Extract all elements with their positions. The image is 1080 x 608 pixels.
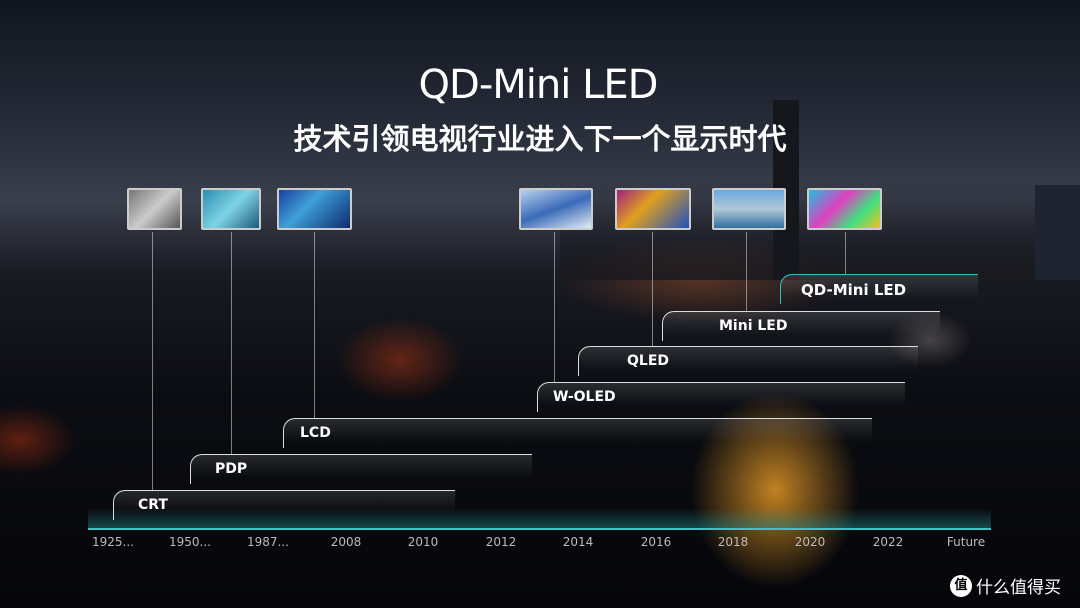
crt-tv-image — [127, 188, 182, 230]
timeline-tick: 1987... — [247, 535, 289, 549]
pdp-tv-image — [201, 188, 261, 230]
watermark-text: 什么值得买 — [976, 578, 1061, 598]
skyscraper — [1035, 185, 1080, 280]
timeline-tick: 1950... — [169, 535, 211, 549]
tech-bar-lcd: LCD — [283, 418, 872, 448]
tech-label: QLED — [627, 353, 670, 369]
timeline-tick: 2010 — [407, 535, 439, 549]
timeline-tick: 2022 — [872, 535, 904, 549]
tech-bar-qd-miniled: QD-Mini LED — [780, 274, 978, 304]
miniled-tv-image — [712, 188, 786, 230]
tech-label: QD-Mini LED — [801, 281, 907, 299]
timeline-tick: 2018 — [717, 535, 749, 549]
timeline-tick: 2020 — [794, 535, 826, 549]
connector-line — [231, 232, 232, 454]
connector-line — [845, 232, 846, 274]
tech-bar-pdp: PDP — [190, 454, 532, 484]
tech-bar-woled: W-OLED — [537, 382, 905, 412]
lcd-tv-image — [277, 188, 352, 230]
qled-tv-image — [615, 188, 691, 230]
qd-mini-led-logo: QD-Mini LED — [418, 62, 659, 108]
timeline-tick: 2014 — [562, 535, 594, 549]
smzdm-logo-icon: 值 — [950, 574, 972, 597]
timeline-tick: Future — [946, 535, 986, 549]
timeline-tick: 2008 — [330, 535, 362, 549]
connector-line — [554, 232, 555, 382]
timeline-tick: 1925... — [92, 535, 134, 549]
tech-label: CRT — [138, 497, 168, 513]
watermark: 值 什么值得买 — [950, 573, 1061, 598]
tech-label: Mini LED — [719, 318, 788, 334]
tech-bar-qled: QLED — [578, 346, 918, 376]
timeline-baseline — [88, 508, 991, 530]
tech-label: PDP — [215, 461, 248, 477]
connector-line — [652, 232, 653, 346]
tech-bar-miniled: Mini LED — [662, 311, 940, 341]
qd-miniled-tv-image — [807, 188, 882, 230]
connector-line — [152, 232, 153, 490]
page-subtitle: 技术引领电视行业进入下一个显示时代 — [293, 122, 787, 156]
connector-line — [314, 232, 315, 418]
tech-bar-crt: CRT — [113, 490, 455, 520]
woled-tv-image — [519, 188, 593, 230]
connector-line — [746, 232, 747, 312]
tech-label: LCD — [300, 425, 331, 441]
timeline-tick: 2012 — [485, 535, 517, 549]
tech-label: W-OLED — [553, 389, 616, 405]
timeline-tick: 2016 — [640, 535, 672, 549]
